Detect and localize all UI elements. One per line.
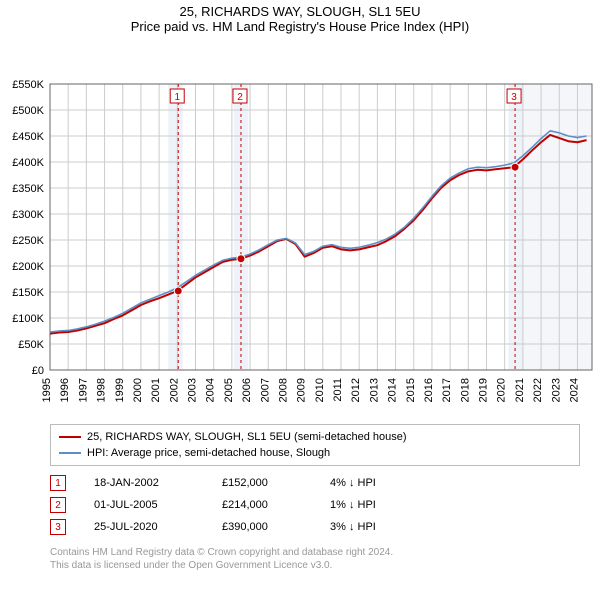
event-date: 18-JAN-2002 <box>94 477 194 489</box>
svg-text:2010: 2010 <box>314 378 326 402</box>
svg-text:1995: 1995 <box>41 378 53 402</box>
event-row: 3 25-JUL-2020 £390,000 3% ↓ HPI <box>50 516 580 538</box>
legend: 25, RICHARDS WAY, SLOUGH, SL1 5EU (semi-… <box>50 424 580 466</box>
svg-text:2018: 2018 <box>459 378 471 402</box>
event-price: £390,000 <box>222 521 302 533</box>
event-row: 2 01-JUL-2005 £214,000 1% ↓ HPI <box>50 494 580 516</box>
chart-area: £0 £50K £100K £150K £200K £250K £300K £350K £400… <box>0 40 600 420</box>
svg-text:2024: 2024 <box>568 378 580 402</box>
event-price: £152,000 <box>222 477 302 489</box>
svg-text:£250K: £250K <box>12 235 44 247</box>
event-diff: 1% ↓ HPI <box>330 499 376 511</box>
footer: Contains HM Land Registry data © Crown c… <box>50 546 580 572</box>
event-diff: 4% ↓ HPI <box>330 477 376 489</box>
svg-text:1997: 1997 <box>77 378 89 402</box>
svg-text:3: 3 <box>511 92 517 103</box>
footer-line: Contains HM Land Registry data © Crown c… <box>50 546 580 559</box>
svg-text:2015: 2015 <box>405 378 417 402</box>
events-table: 1 18-JAN-2002 £152,000 4% ↓ HPI 2 01-JUL… <box>50 472 580 538</box>
svg-text:2021: 2021 <box>514 378 526 402</box>
legend-swatch-property <box>59 436 81 438</box>
svg-text:2016: 2016 <box>423 378 435 402</box>
legend-item: HPI: Average price, semi-detached house,… <box>59 445 571 461</box>
svg-text:2013: 2013 <box>368 378 380 402</box>
legend-item: 25, RICHARDS WAY, SLOUGH, SL1 5EU (semi-… <box>59 429 571 445</box>
svg-text:2009: 2009 <box>296 378 308 402</box>
svg-text:2014: 2014 <box>387 378 399 402</box>
titles: 25, RICHARDS WAY, SLOUGH, SL1 5EU Price … <box>0 0 600 34</box>
svg-text:1996: 1996 <box>59 378 71 402</box>
event-row: 1 18-JAN-2002 £152,000 4% ↓ HPI <box>50 472 580 494</box>
svg-text:£150K: £150K <box>12 287 44 299</box>
chart-svg: £0 £50K £100K £150K £200K £250K £300K £350K £400… <box>0 40 600 420</box>
event-badge: 3 <box>50 519 66 535</box>
svg-text:£200K: £200K <box>12 261 44 273</box>
svg-text:2003: 2003 <box>187 378 199 402</box>
svg-text:1999: 1999 <box>114 378 126 402</box>
chart-container: 25, RICHARDS WAY, SLOUGH, SL1 5EU Price … <box>0 0 600 572</box>
event-date: 01-JUL-2005 <box>94 499 194 511</box>
svg-text:2004: 2004 <box>205 378 217 402</box>
legend-label: 25, RICHARDS WAY, SLOUGH, SL1 5EU (semi-… <box>87 429 407 445</box>
svg-text:1998: 1998 <box>96 378 108 402</box>
svg-text:£550K: £550K <box>12 79 44 91</box>
event-price: £214,000 <box>222 499 302 511</box>
legend-label: HPI: Average price, semi-detached house,… <box>87 445 330 461</box>
svg-text:2012: 2012 <box>350 378 362 402</box>
svg-text:2001: 2001 <box>150 378 162 402</box>
svg-text:2020: 2020 <box>496 378 508 402</box>
svg-text:£450K: £450K <box>12 131 44 143</box>
svg-text:2007: 2007 <box>259 378 271 402</box>
svg-text:£50K: £50K <box>18 339 44 351</box>
svg-text:£300K: £300K <box>12 209 44 221</box>
svg-text:2017: 2017 <box>441 378 453 402</box>
svg-text:2000: 2000 <box>132 378 144 402</box>
svg-text:2002: 2002 <box>168 378 180 402</box>
svg-text:£350K: £350K <box>12 183 44 195</box>
event-badge: 2 <box>50 497 66 513</box>
svg-text:£500K: £500K <box>12 105 44 117</box>
svg-text:1: 1 <box>174 92 180 103</box>
event-diff: 3% ↓ HPI <box>330 521 376 533</box>
title-sub: Price paid vs. HM Land Registry's House … <box>0 19 600 34</box>
legend-swatch-hpi <box>59 452 81 454</box>
svg-text:2023: 2023 <box>550 378 562 402</box>
svg-text:2022: 2022 <box>532 378 544 402</box>
svg-text:2: 2 <box>237 92 243 103</box>
title-main: 25, RICHARDS WAY, SLOUGH, SL1 5EU <box>0 4 600 19</box>
svg-text:£0: £0 <box>32 365 44 377</box>
footer-line: This data is licensed under the Open Gov… <box>50 559 580 572</box>
svg-text:2005: 2005 <box>223 378 235 402</box>
svg-text:2006: 2006 <box>241 378 253 402</box>
svg-text:2019: 2019 <box>478 378 490 402</box>
svg-text:£400K: £400K <box>12 157 44 169</box>
svg-text:2011: 2011 <box>332 378 344 402</box>
event-date: 25-JUL-2020 <box>94 521 194 533</box>
event-badge: 1 <box>50 475 66 491</box>
svg-text:2008: 2008 <box>277 378 289 402</box>
svg-text:£100K: £100K <box>12 313 44 325</box>
